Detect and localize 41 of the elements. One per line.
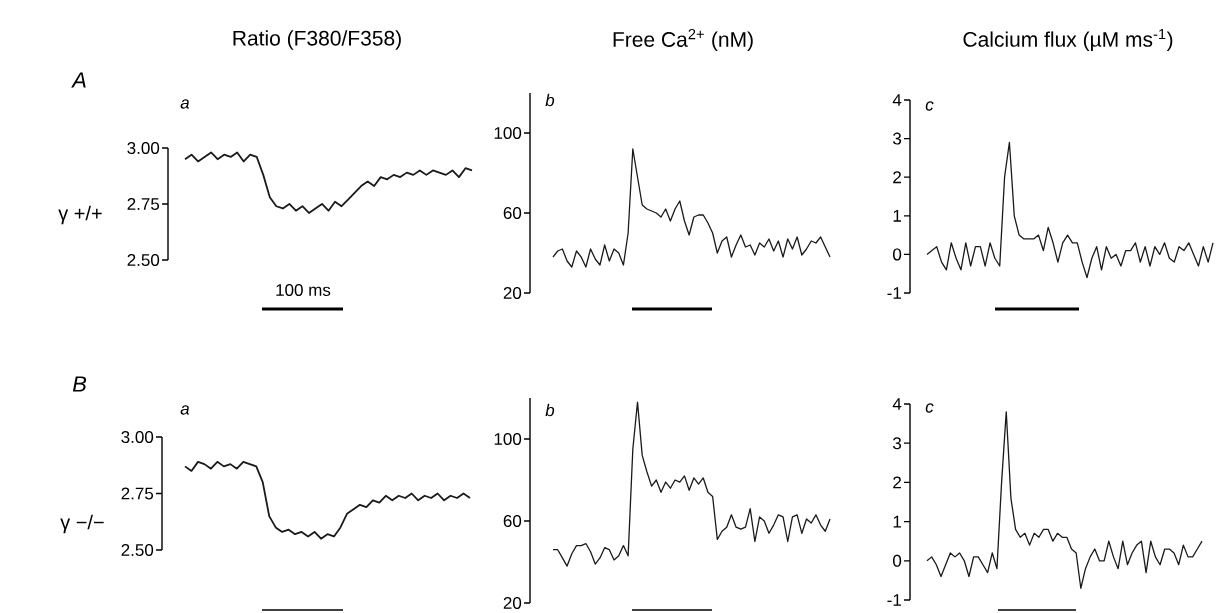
y-tick-label: 0 (893, 554, 902, 567)
y-tick-label: 1 (893, 209, 901, 222)
chart-title: b (545, 403, 555, 417)
y-tick-label: 3 (893, 437, 902, 450)
chart-title: c (925, 403, 934, 413)
y-axis-title: Calcium flux (µM ms$^{-1}$) (963, 28, 1173, 51)
y-tick-label: 2 (893, 171, 901, 184)
y-tick-label: 20 (503, 286, 522, 300)
text: γ −/− (60, 514, 104, 534)
y-tick-label: 1 (893, 515, 901, 528)
y-tick-label: 2.50 (121, 543, 154, 557)
y-tick-label: 60 (503, 514, 522, 528)
y-tick-label: 4 (892, 398, 902, 410)
y-tick-label: 100 (494, 126, 522, 140)
chart-title: a (180, 405, 190, 415)
chart-title: a (180, 99, 190, 109)
y-tick-label: 4 (892, 94, 902, 106)
y-axis-title: Ratio (F380/F358) (233, 30, 401, 50)
y-tick-label: 100 (494, 432, 522, 446)
y-tick-label: 20 (503, 596, 522, 610)
line-series (184, 151, 473, 214)
y-tick-label: 3.00 (127, 141, 160, 155)
chart-title: c (925, 101, 934, 111)
chart-title: b (545, 93, 555, 107)
y-tick-label: 3.00 (121, 430, 154, 444)
y-tick-label: -1 (887, 594, 901, 606)
y-tick-label: 2.50 (127, 253, 160, 267)
y-tick-label: 2.75 (127, 197, 160, 211)
text: A (71, 72, 86, 88)
line-series (552, 401, 831, 567)
text: B (72, 376, 87, 392)
y-tick-label: 2.75 (121, 487, 154, 500)
x-axis-title: 100 ms (276, 283, 331, 297)
y-tick-label: 3 (893, 132, 902, 145)
y-tick-label: 0 (893, 248, 902, 261)
text: γ +/+ (58, 205, 102, 225)
line-series (926, 411, 1203, 589)
y-tick-label: 60 (503, 206, 522, 220)
y-tick-label: -1 (887, 287, 901, 299)
y-tick-label: 2 (893, 476, 901, 489)
y-axis-title: Free Ca$^{2+}$ (nM) (613, 28, 753, 52)
